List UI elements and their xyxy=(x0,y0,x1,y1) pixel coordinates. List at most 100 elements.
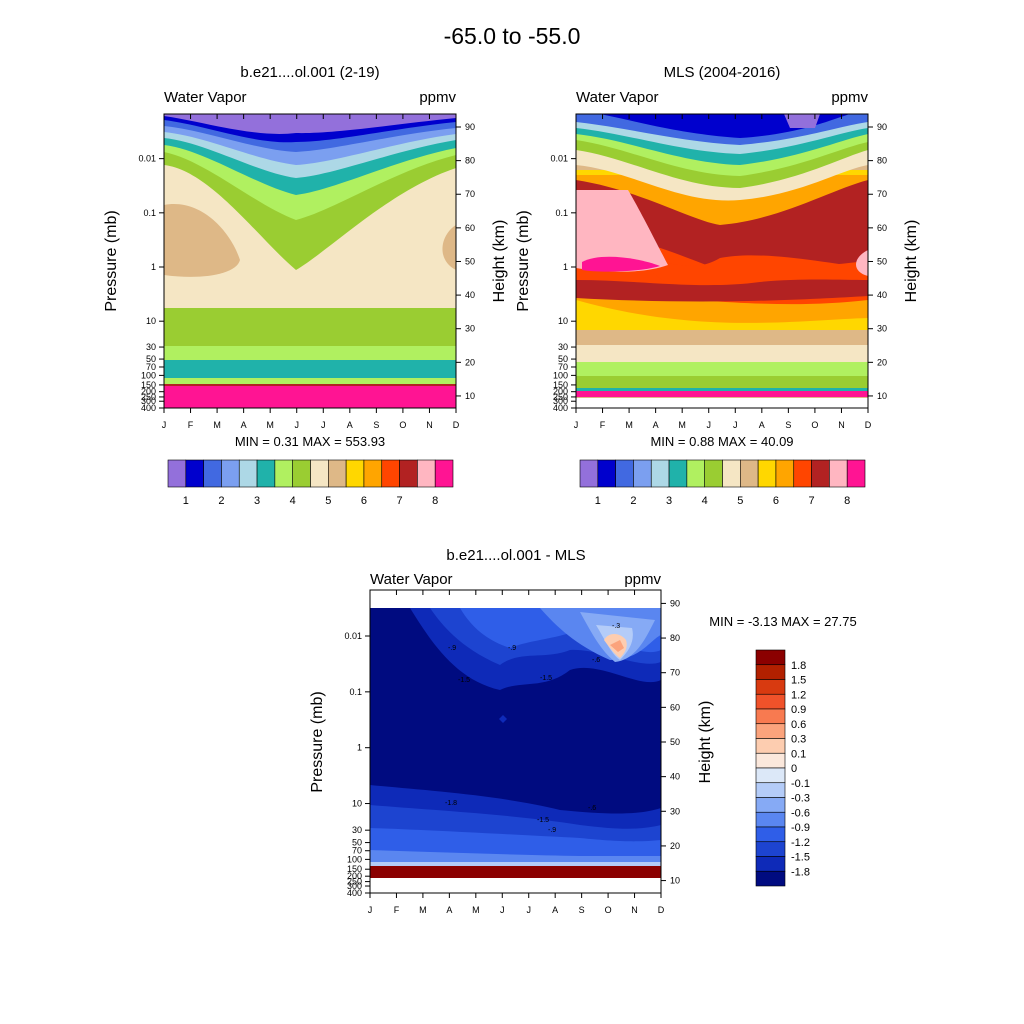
diff-htick-label: 40 xyxy=(670,772,680,782)
mls-left-label: Water Vapor xyxy=(576,89,659,106)
mls-htick-label: 20 xyxy=(877,357,887,367)
mls-colorbar-label: 7 xyxy=(809,495,815,507)
diff-colorbar-label: 0.9 xyxy=(791,704,806,716)
mls-month-label: J xyxy=(574,420,579,430)
model-month-label: N xyxy=(426,420,433,430)
mls-ptick-label: 50 xyxy=(558,354,568,364)
model-colorbar-swatch xyxy=(203,459,222,488)
model-month-label: J xyxy=(321,420,326,430)
model-htick-label: 70 xyxy=(465,189,475,199)
mls-ptick-label: 300 xyxy=(553,396,568,406)
mls-ptick-label: 0.01 xyxy=(550,154,568,164)
model-colorbar-label: 4 xyxy=(290,495,296,507)
diff-colorbar-swatch xyxy=(755,782,786,798)
mls-colorbar-swatch xyxy=(722,459,741,488)
model-colorbar-swatch xyxy=(221,459,240,488)
diff-colorbar-label: 1.2 xyxy=(791,689,806,701)
model-month-label: A xyxy=(241,420,247,430)
contour-label: -.9 xyxy=(448,645,456,652)
diff-colorbar-swatch xyxy=(755,826,786,843)
mls-colorbar-swatch xyxy=(668,459,688,488)
model-band-purple xyxy=(164,114,456,134)
model-left-label: Water Vapor xyxy=(164,89,247,106)
mls-month-label: D xyxy=(865,420,872,430)
model-htick-label: 80 xyxy=(465,156,475,166)
model-ptick-label: 400 xyxy=(141,403,156,413)
diff-colorbar-swatch xyxy=(755,767,786,784)
mls-band-magenta-blob xyxy=(582,256,660,272)
diff-band-lower-5 xyxy=(370,862,661,866)
diff-htick-label: 70 xyxy=(670,668,680,678)
mls-colorbar-label: 3 xyxy=(666,495,672,507)
model-title: b.e21....ol.001 (2-19) xyxy=(240,64,379,81)
diff-colorbar-swatch xyxy=(755,797,786,813)
model-ptick-label: 150 xyxy=(141,380,156,390)
diff-htick-label: 60 xyxy=(670,702,680,712)
diff-colorbar-swatch xyxy=(755,856,786,872)
model-colorbar-label: 3 xyxy=(254,495,260,507)
model-colorbar-swatch xyxy=(328,459,347,488)
mls-colorbar-swatch xyxy=(704,459,723,488)
model-htick-label: 40 xyxy=(465,290,475,300)
model-colorbar-label: 1 xyxy=(183,495,189,507)
mls-colorbar-label: 5 xyxy=(737,495,743,507)
mls-y-label: Pressure (mb) xyxy=(515,210,532,311)
model-colorbar-swatch xyxy=(292,459,311,488)
model-ptick-label: 30 xyxy=(146,342,156,352)
diff-colorbar-label: 1.5 xyxy=(791,675,806,687)
diff-ptick-label: 30 xyxy=(352,825,362,835)
mls-month-label: J xyxy=(733,420,738,430)
mls-ptick-label: 150 xyxy=(553,380,568,390)
diff-colorbar-swatch xyxy=(755,738,786,754)
diff-diamond-marker xyxy=(499,715,507,723)
contour-label: -.9 xyxy=(548,827,556,834)
mls-panel: MLS (2004-2016) Water Vapor ppmv xyxy=(515,64,920,449)
model-colorbar-swatch xyxy=(256,459,276,488)
mls-month-label: M xyxy=(625,420,633,430)
model-colorbar-label: 2 xyxy=(218,495,224,507)
model-colorbar-swatch xyxy=(185,459,204,488)
model-colorbar-label: 7 xyxy=(397,495,403,507)
diff-colorbar-label: 0.3 xyxy=(791,734,806,746)
diff-month-label: M xyxy=(419,905,427,915)
mls-htick-label: 30 xyxy=(877,324,887,334)
mls-ptick-label: 70 xyxy=(558,362,568,372)
diff-month-label: M xyxy=(472,905,480,915)
model-colorbar-swatch xyxy=(238,459,258,488)
mls-htick-label: 10 xyxy=(877,391,887,401)
diff-colorbar-swatch xyxy=(755,870,786,887)
mls-ptick-label: 100 xyxy=(553,370,568,380)
diff-month-label: O xyxy=(605,905,612,915)
diff-colorbar-label: -0.3 xyxy=(791,793,810,805)
model-colorbar-swatch xyxy=(167,459,187,488)
diff-band-upper-8 xyxy=(610,640,624,652)
diff-colorbar-label: 0.1 xyxy=(791,748,806,760)
mls-ptick-label: 0.1 xyxy=(555,208,568,218)
diff-colorbar-swatch xyxy=(755,679,786,695)
diff-y-label: Pressure (mb) xyxy=(309,691,326,792)
mls-colorbar-swatch xyxy=(811,459,830,488)
diff-ptick-label: 300 xyxy=(347,881,362,891)
mls-ptick-label: 400 xyxy=(553,403,568,413)
diff-band-darkred xyxy=(370,866,661,878)
mls-colorbar-swatch xyxy=(757,459,777,488)
model-month-label: A xyxy=(347,420,353,430)
diff-left-label: Water Vapor xyxy=(370,571,453,588)
diff-month-label: D xyxy=(658,905,665,915)
diff-band-lower-4 xyxy=(370,850,661,864)
model-colorbar-swatch xyxy=(363,459,383,488)
diff-ptick-label: 150 xyxy=(347,864,362,874)
diff-colorbar-label: -1.5 xyxy=(791,852,810,864)
diff-month-label: J xyxy=(368,905,373,915)
model-htick-label: 50 xyxy=(465,256,475,266)
model-band-teal-lower xyxy=(164,360,456,378)
model-ptick-label: 10 xyxy=(146,316,156,326)
mls-right-label: ppmv xyxy=(831,89,868,106)
diff-month-label: S xyxy=(579,905,585,915)
diff-colorbar-label: -0.1 xyxy=(791,778,810,790)
diff-month-label: F xyxy=(394,905,400,915)
mls-ptick-label: 1 xyxy=(563,262,568,272)
model-month-label: M xyxy=(266,420,274,430)
mls-ptick-label: 30 xyxy=(558,342,568,352)
